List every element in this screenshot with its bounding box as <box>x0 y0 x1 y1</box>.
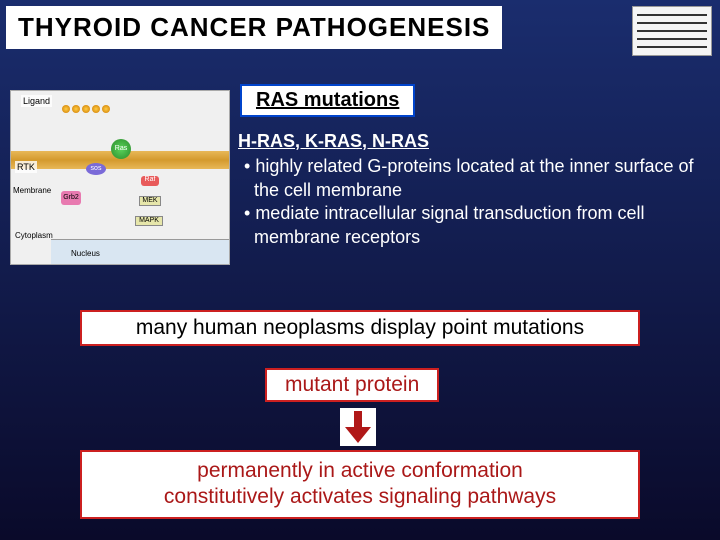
ras-node: Ras <box>111 139 131 159</box>
mutant-protein-box: mutant protein <box>265 368 439 402</box>
ras-types-heading: H-RAS, K-RAS, N-RAS <box>238 130 708 153</box>
gel-thumbnail <box>632 6 712 56</box>
grb2-node: Grb2 <box>61 191 81 205</box>
mek-node: MEK <box>139 196 161 206</box>
rtk-label: RTK <box>15 161 37 173</box>
arrow-down-icon <box>340 408 376 446</box>
membrane-label: Membrane <box>13 186 51 195</box>
ras-bullet-2: mediate intracellular signal transductio… <box>248 202 708 249</box>
conclusion-line-1: permanently in active conformation <box>90 458 630 484</box>
mapk-node: MAPK <box>135 216 163 226</box>
raf-node: Raf <box>141 176 159 186</box>
cytoplasm-label: Cytoplasm <box>15 231 53 240</box>
page-title: THYROID CANCER PATHOGENESIS <box>6 6 502 49</box>
ras-mutations-heading: RAS mutations <box>240 84 415 117</box>
neoplasms-box: many human neoplasms display point mutat… <box>80 310 640 346</box>
ligand-label: Ligand <box>21 95 52 107</box>
conclusion-line-2: constitutively activates signaling pathw… <box>90 484 630 510</box>
sos-node: sos <box>86 163 106 175</box>
ras-bullet-1: highly related G-proteins located at the… <box>248 155 708 202</box>
ras-description: H-RAS, K-RAS, N-RAS highly related G-pro… <box>238 130 708 249</box>
conclusion-box: permanently in active conformation const… <box>80 450 640 519</box>
nucleus-label: Nucleus <box>71 249 100 258</box>
signaling-diagram: Ras sos Raf MEK MAPK Grb2 Ligand RTK Mem… <box>10 90 230 265</box>
